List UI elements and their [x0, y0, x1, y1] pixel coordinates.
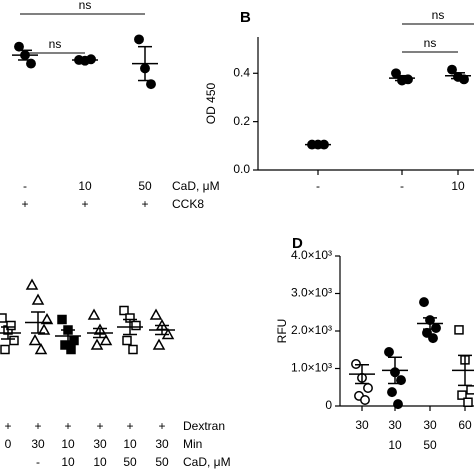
- category-label: 30: [31, 437, 45, 451]
- category-label: -: [316, 179, 320, 193]
- point: [37, 323, 51, 335]
- y-tick-label: 4.0×10³: [291, 248, 332, 262]
- category-label: 10: [78, 179, 92, 193]
- point: [119, 305, 129, 316]
- bracket-label: ns: [49, 37, 62, 51]
- category-label: 60: [458, 418, 472, 432]
- y-tick-label: 0.0: [233, 162, 250, 176]
- category-label: +: [141, 197, 148, 211]
- row-name: Dextran: [183, 419, 225, 433]
- category-label: +: [4, 419, 11, 433]
- point: [463, 397, 473, 407]
- category-label: -: [23, 179, 27, 193]
- category-label: +: [64, 419, 71, 433]
- row-name: Min: [183, 437, 202, 451]
- category-label: 30: [155, 437, 169, 451]
- category-label: 10: [123, 437, 137, 451]
- point: [57, 314, 67, 325]
- category-label: 0: [5, 437, 12, 451]
- category-label: 10: [388, 438, 402, 452]
- point: [40, 312, 54, 325]
- y-axis-label: OD 450: [204, 82, 218, 124]
- point: [131, 320, 141, 331]
- category-label: +: [21, 197, 28, 211]
- y-tick-label: 1.0×10³: [291, 361, 332, 375]
- point: [393, 399, 403, 410]
- point: [431, 323, 441, 333]
- row-name: CCK8: [172, 197, 204, 211]
- point: [428, 333, 438, 344]
- point: [419, 297, 429, 308]
- point: [134, 34, 144, 45]
- y-axis-label: RFU: [275, 319, 289, 344]
- bracket-label: ns: [432, 8, 445, 22]
- row-name: CaD, μM: [183, 455, 231, 469]
- point: [396, 375, 406, 386]
- category-label: 30: [423, 418, 437, 432]
- point: [122, 335, 132, 346]
- point: [34, 342, 48, 355]
- point: [0, 313, 7, 323]
- category-label: +: [126, 419, 133, 433]
- row-name: CaD, μM: [172, 179, 220, 193]
- category-label: -: [400, 179, 404, 193]
- point: [384, 347, 394, 357]
- category-label: 50: [423, 438, 437, 452]
- point: [99, 333, 113, 346]
- y-tick-label: 0: [325, 398, 332, 412]
- point: [387, 387, 397, 398]
- point: [454, 325, 464, 335]
- point: [90, 338, 104, 350]
- y-tick-label: 2.0×10³: [291, 323, 332, 337]
- y-tick-label: 3.0×10³: [291, 286, 332, 300]
- category-label: 30: [388, 418, 402, 432]
- category-label: 10: [61, 437, 75, 451]
- category-label: +: [96, 419, 103, 433]
- point: [149, 308, 163, 320]
- point: [28, 333, 42, 346]
- panel-label: D: [292, 235, 303, 252]
- bracket-label: ns: [424, 36, 437, 50]
- point: [25, 278, 39, 290]
- point: [128, 344, 138, 355]
- point: [87, 308, 101, 320]
- category-label: -: [36, 455, 40, 469]
- y-tick-label: 0.2: [233, 114, 250, 128]
- point: [69, 335, 79, 346]
- category-label: +: [34, 419, 41, 433]
- point: [0, 344, 10, 355]
- category-label: 10: [93, 455, 107, 469]
- category-label: +: [81, 197, 88, 211]
- category-label: 30: [93, 437, 107, 451]
- point: [9, 335, 19, 346]
- y-tick-label: 0.4: [233, 65, 250, 79]
- category-label: +: [158, 419, 165, 433]
- point: [360, 395, 370, 405]
- category-label: 10: [451, 179, 465, 193]
- point: [466, 385, 474, 395]
- point: [457, 390, 467, 400]
- category-label: 50: [123, 455, 137, 469]
- point: [31, 293, 45, 305]
- point: [363, 383, 373, 393]
- point: [447, 64, 457, 75]
- point: [152, 338, 166, 350]
- point: [66, 344, 76, 355]
- category-label: 50: [155, 455, 169, 469]
- point: [6, 320, 16, 331]
- category-label: 50: [138, 179, 152, 193]
- panel-label: B: [240, 9, 251, 26]
- category-label: 10: [61, 455, 75, 469]
- bracket-label: ns: [79, 0, 92, 12]
- category-label: 30: [355, 418, 369, 432]
